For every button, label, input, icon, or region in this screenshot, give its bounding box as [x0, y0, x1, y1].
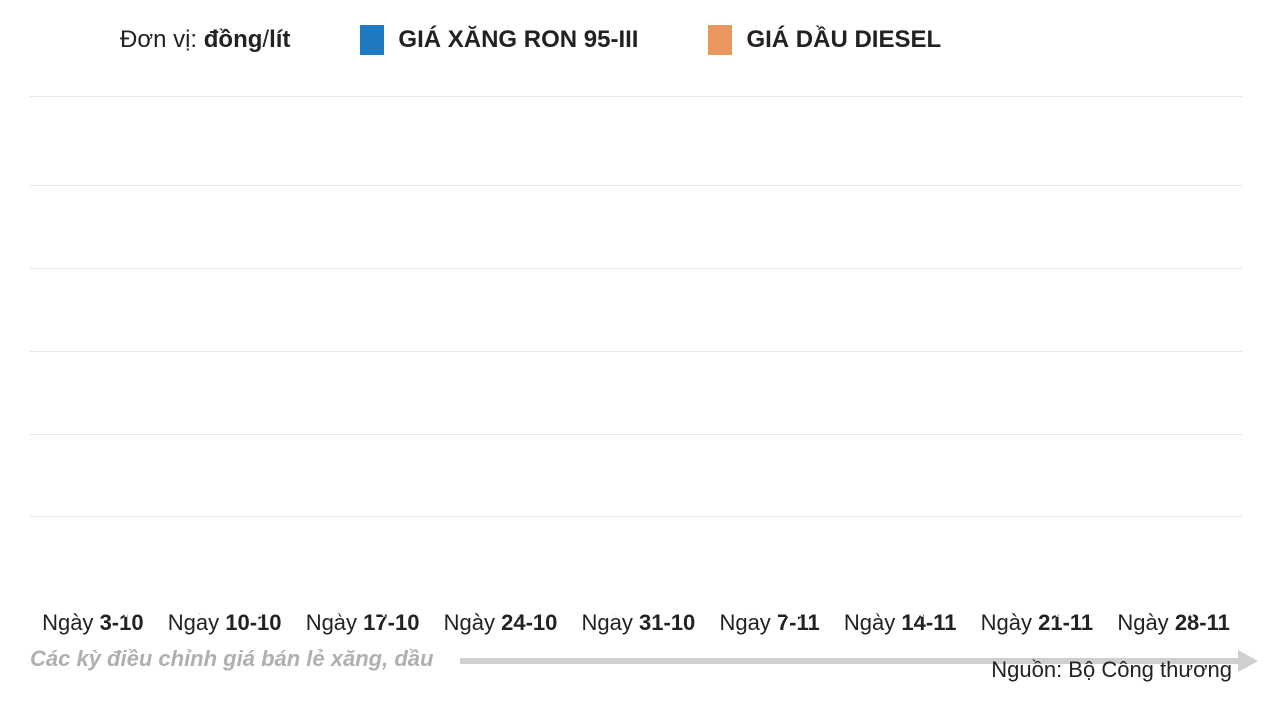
- bars-row: 19.80317.40121.06118.50020.96218.32120.8…: [30, 80, 1242, 600]
- unit-volume: lít: [269, 26, 290, 53]
- bar-value-label: 18.777: [1184, 542, 1212, 618]
- legend-label-diesel: GIÁ DẦU DIESEL: [746, 26, 941, 54]
- source-prefix: Nguồn:: [991, 657, 1068, 682]
- swatch-diesel: [708, 25, 732, 55]
- source-name: Bộ Công thương: [1068, 657, 1232, 682]
- bar-value-label: 21.061: [195, 542, 223, 618]
- legend-item-diesel: GIÁ DẦU DIESEL: [708, 25, 941, 55]
- bar-value-label: 17.401: [106, 542, 134, 618]
- x-axis-label: Ngày 24-10: [444, 610, 558, 636]
- legend-item-ron95: GIÁ XĂNG RON 95-III: [360, 25, 638, 55]
- fuel-price-chart: Đơn vị: đồng/lít GIÁ XĂNG RON 95-III GIÁ…: [30, 20, 1242, 691]
- bar-value-label: 20.962: [330, 542, 358, 618]
- unit-label: Đơn vị: đồng/lít: [120, 26, 290, 54]
- unit-prefix: Đơn vị:: [120, 26, 204, 53]
- unit-currency: đồng: [204, 26, 263, 53]
- legend-row: Đơn vị: đồng/lít GIÁ XĂNG RON 95-III GIÁ…: [30, 20, 1242, 60]
- legend-label-ron95: GIÁ XĂNG RON 95-III: [398, 26, 638, 54]
- bar-value-label: 19.803: [60, 542, 88, 618]
- bar-value-label: 18.057: [510, 542, 538, 618]
- bar-value-label: 20.854: [734, 542, 762, 618]
- bar-value-label: 18.509: [1049, 542, 1077, 618]
- bar-value-label: 18.573: [914, 542, 942, 618]
- bar-value-label: 18.148: [645, 542, 673, 618]
- swatch-ron95: [360, 25, 384, 55]
- bar-value-label: 18.917: [780, 542, 808, 618]
- bar-value-label: 18.321: [376, 542, 404, 618]
- bar-value-label: 20.503: [599, 542, 627, 618]
- bar-value-label: 20.528: [1003, 542, 1031, 618]
- bar-value-label: 20.894: [464, 542, 492, 618]
- bar-value-label: 18.500: [241, 542, 269, 618]
- bar-value-label: 20.857: [1138, 542, 1166, 618]
- source-label: Nguồn: Bộ Công thương: [991, 657, 1232, 683]
- plot-area: 19.80317.40121.06118.50020.96218.32120.8…: [30, 80, 1242, 600]
- footer-caption: Các kỳ điều chỉnh giá bán lẻ xăng, dầu: [30, 646, 433, 672]
- bar-value-label: 20.607: [868, 542, 896, 618]
- x-axis-label: Ngày 28-11: [1117, 610, 1230, 636]
